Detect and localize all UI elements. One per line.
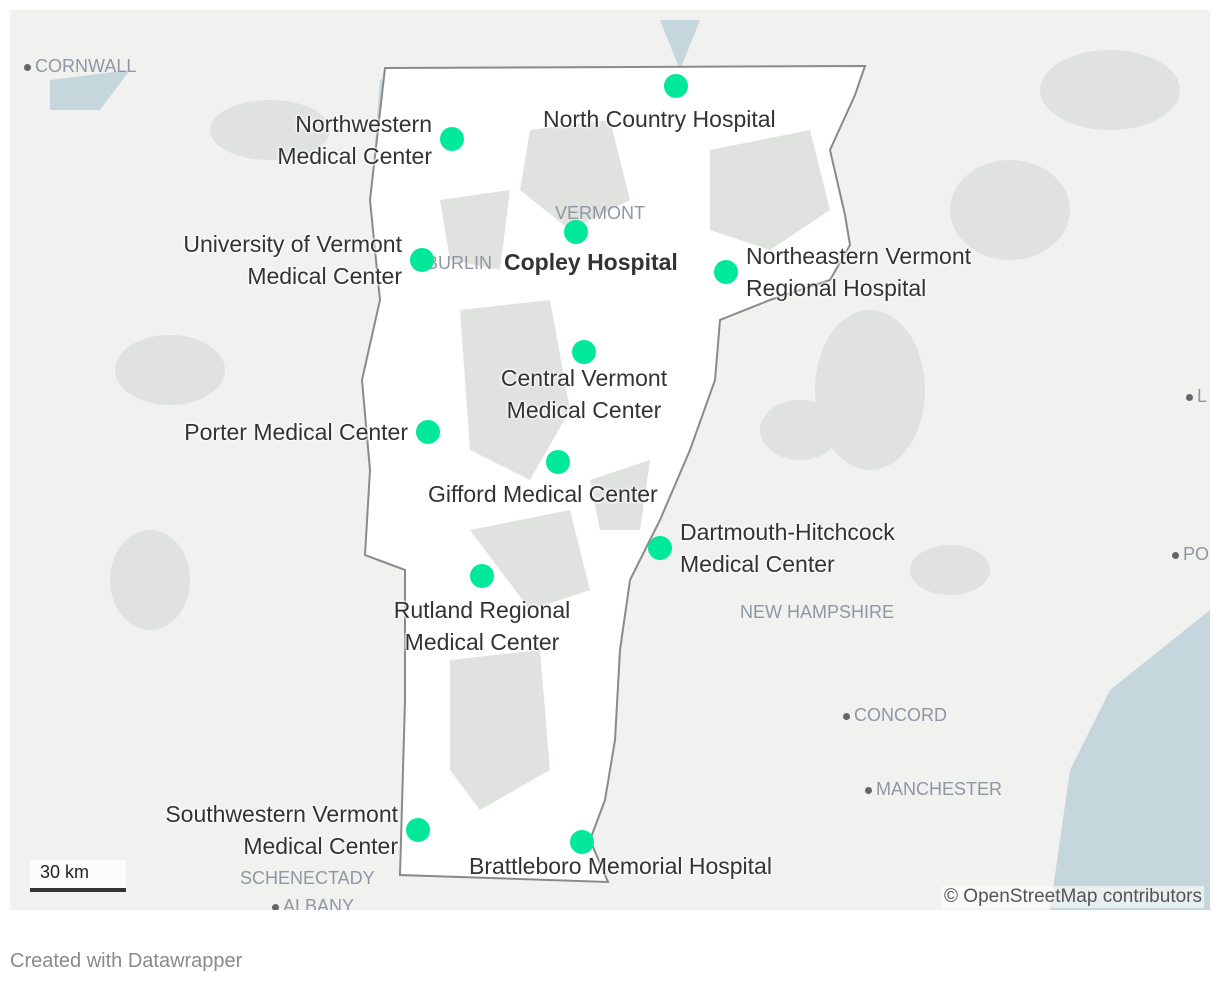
marker-gifford-medical-center[interactable] [546, 450, 570, 474]
marker-northwestern-medical-center[interactable] [440, 127, 464, 151]
forest-areas [110, 50, 1180, 630]
marker-label: Northwestern Medical Center [277, 111, 432, 169]
map-attribution[interactable]: © OpenStreetMap contributors [942, 886, 1204, 908]
marker-label: Dartmouth-Hitchcock Medical Center [680, 519, 895, 577]
place-label-concord: CONCORD [843, 705, 947, 726]
place-label-vermont: VERMONT [555, 203, 645, 223]
marker-label: Porter Medical Center [184, 419, 408, 445]
locator-map: CORNWALL VERMONT BURLIN NEW HAMPSHIRE CO… [10, 10, 1210, 910]
marker-southwestern-vermont-medical-center[interactable] [406, 818, 430, 842]
scale-bar: 30 km [30, 860, 126, 892]
marker-label: Copley Hospital [504, 249, 678, 275]
marker-brattleboro-memorial-hospital[interactable] [570, 830, 594, 854]
marker-label: Brattleboro Memorial Hospital [469, 853, 772, 879]
place-label-cornwall: CORNWALL [24, 56, 136, 77]
marker-label: Rutland Regional Medical Center [393, 597, 571, 655]
vermont-forest [440, 120, 830, 810]
place-label-manchester: MANCHESTER [865, 779, 1002, 800]
marker-label: University of Vermont Medical Center [183, 231, 402, 289]
place-label-burlington: BURLIN [426, 253, 493, 273]
marker-uvm-medical-center[interactable] [410, 248, 434, 272]
marker-dartmouth-hitchcock-medical-center[interactable] [648, 536, 672, 560]
marker-label: North Country Hospital [543, 106, 776, 132]
place-label-schenectady: SCHENECTADY [240, 868, 375, 888]
marker-rutland-regional-medical-center[interactable] [470, 564, 494, 588]
map-base [50, 20, 1210, 910]
marker-porter-medical-center[interactable] [416, 420, 440, 444]
place-label-l: L [1186, 386, 1207, 407]
marker-northeastern-vermont-regional-hospital[interactable] [714, 260, 738, 284]
marker-copley-hospital[interactable] [564, 220, 588, 244]
marker-north-country-hospital[interactable] [664, 74, 688, 98]
marker-label: Northeastern Vermont Regional Hospital [746, 243, 972, 301]
scale-label: 30 km [40, 862, 90, 882]
place-label-po: PO [1172, 544, 1209, 565]
footer-credit[interactable]: Created with Datawrapper [10, 950, 243, 972]
place-label-albany: ALBANY [272, 896, 354, 910]
marker-label: Gifford Medical Center [428, 481, 658, 507]
marker-central-vermont-medical-center[interactable] [572, 340, 596, 364]
marker-label: Southwestern Vermont Medical Center [165, 801, 398, 859]
place-label-new-hampshire: NEW HAMPSHIRE [740, 602, 895, 622]
marker-label: Central Vermont Medical Center [500, 365, 668, 423]
